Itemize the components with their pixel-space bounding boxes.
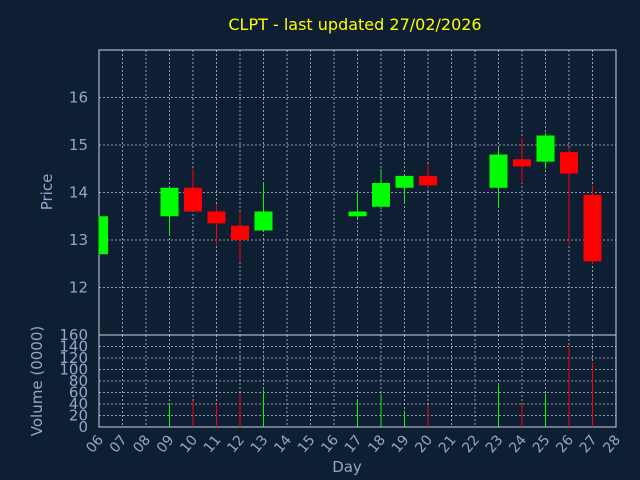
- candle-09: [160, 187, 179, 236]
- volume-axis-label: Volume (0000): [28, 326, 46, 436]
- candle-13: [254, 183, 273, 231]
- volume-tick-label: 40: [69, 395, 88, 413]
- candle-body: [372, 183, 390, 207]
- price-tick-label: 12: [69, 279, 88, 297]
- candle-06: [98, 216, 108, 255]
- volume-tick-label: 0: [78, 418, 88, 436]
- price-tick-label: 13: [69, 231, 88, 249]
- candle-12: [231, 211, 249, 262]
- candle-body: [160, 187, 179, 217]
- candle-20: [419, 164, 437, 188]
- candle-body: [489, 154, 508, 188]
- candle-body: [395, 175, 414, 188]
- candle-body: [207, 211, 226, 224]
- volume-tick-label: 160: [59, 326, 88, 344]
- volume-tick-label: 80: [69, 372, 88, 390]
- volume-tick-label: 120: [59, 349, 88, 367]
- chart-title: CLPT - last updated 27/02/2026: [228, 15, 481, 34]
- candle-body: [184, 187, 202, 212]
- price-panel: 12 13 14 15 16: [69, 49, 617, 336]
- price-axis-label: Price: [38, 174, 56, 211]
- candle-body: [560, 152, 578, 174]
- volume-tick-label: 60: [69, 384, 88, 402]
- candle-body: [348, 211, 367, 217]
- volume-tick-label: 20: [69, 407, 88, 425]
- candle-11: [207, 204, 226, 245]
- price-tick-label: 14: [69, 184, 88, 202]
- candle-body: [99, 216, 108, 255]
- candle-24: [513, 137, 531, 183]
- candle-25: [536, 133, 555, 169]
- candle-17: [348, 192, 367, 219]
- candle-body: [231, 225, 249, 240]
- volume-tick-label: 100: [59, 361, 88, 379]
- x-axis-label: Day: [332, 458, 362, 476]
- candle-body: [419, 175, 437, 186]
- volume-tick-label: 140: [59, 338, 88, 356]
- candle-18: [372, 168, 390, 210]
- candle-body: [536, 135, 555, 162]
- candle-26: [560, 147, 578, 245]
- candle-19: [395, 175, 414, 202]
- candle-23: [489, 147, 508, 207]
- price-tick-label: 16: [69, 89, 88, 107]
- candle-10: [184, 168, 202, 212]
- candle-body: [513, 159, 531, 167]
- candle-body: [583, 194, 602, 262]
- candle-27: [583, 185, 602, 264]
- price-tick-label: 15: [69, 136, 88, 154]
- candle-body: [254, 211, 273, 231]
